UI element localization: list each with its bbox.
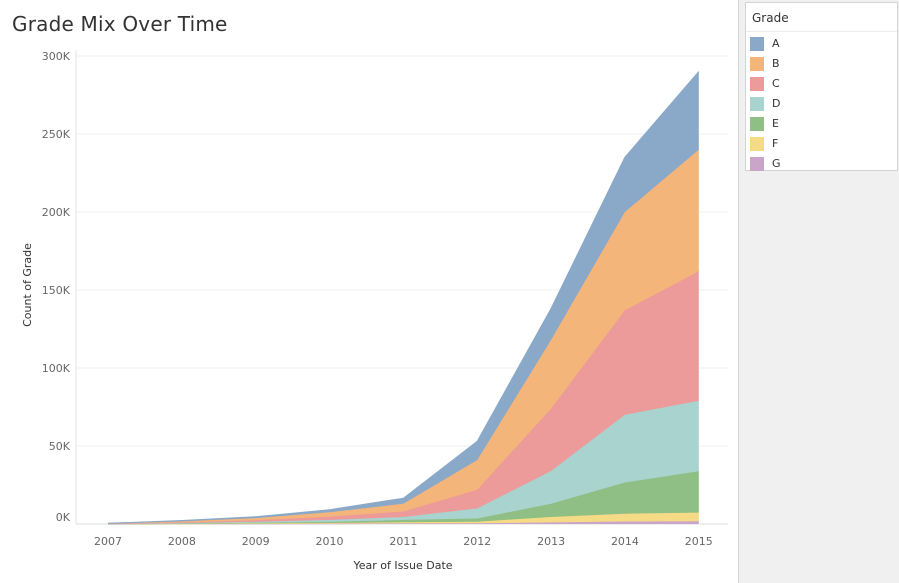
x-axis-title: Year of Issue Date — [352, 559, 452, 572]
legend-swatch — [750, 37, 764, 51]
legend-item-e[interactable]: E — [750, 115, 894, 135]
x-tick-label: 2009 — [242, 535, 270, 548]
y-tick-label: 200K — [42, 206, 71, 219]
chart-title: Grade Mix Over Time — [12, 12, 228, 36]
y-tick-label: 300K — [42, 50, 71, 63]
area-series-b[interactable] — [108, 149, 699, 524]
legend-label: C — [772, 77, 780, 90]
legend-item-c[interactable]: C — [750, 75, 894, 95]
x-tick-label: 2013 — [537, 535, 565, 548]
area-series-c[interactable] — [108, 271, 699, 524]
legend-label: G — [772, 157, 781, 170]
x-tick-label: 2010 — [316, 535, 344, 548]
legend-swatch — [750, 57, 764, 71]
stacked-areas — [107, 71, 700, 525]
area-series-e[interactable] — [108, 471, 699, 524]
x-tick-label: 2012 — [463, 535, 491, 548]
y-tick-label: 0K — [56, 511, 71, 524]
area-series-f[interactable] — [108, 512, 699, 524]
legend-label: D — [772, 97, 781, 110]
x-tick-label: 2015 — [685, 535, 713, 548]
area-series-g[interactable] — [108, 521, 699, 524]
legend-swatch — [750, 77, 764, 91]
legend-label: B — [772, 57, 780, 70]
y-tick-label: 100K — [42, 362, 71, 375]
legend-swatch — [750, 137, 764, 151]
legend-item-a[interactable]: A — [750, 35, 894, 55]
legend-label: E — [772, 117, 779, 130]
y-tick-label: 50K — [49, 440, 71, 453]
legend-item-d[interactable]: D — [750, 95, 894, 115]
x-tick-label: 2008 — [168, 535, 196, 548]
x-tick-label: 2014 — [611, 535, 639, 548]
legend-swatch — [750, 97, 764, 111]
area-edge-a — [107, 71, 700, 524]
legend-swatch — [750, 117, 764, 131]
legend-item-g[interactable]: G — [750, 155, 894, 175]
x-tick-label: 2007 — [94, 535, 122, 548]
y-tick-label: 150K — [42, 284, 71, 297]
y-axis-ticks: 0K 50K 100K 150K 200K 250K 300K — [42, 50, 71, 524]
legend-divider — [746, 31, 897, 32]
legend-title: Grade — [752, 11, 789, 25]
legend-item-f[interactable]: F — [750, 135, 894, 155]
y-tick-label: 250K — [42, 128, 71, 141]
legend-item-b[interactable]: B — [750, 55, 894, 75]
area-series-d[interactable] — [108, 400, 699, 524]
legend-label: F — [772, 137, 779, 150]
legend-label: A — [772, 37, 780, 50]
legend-swatch — [750, 157, 764, 171]
x-axis-ticks: 2007 2008 2009 2010 2011 2012 2013 2014 2015 — [94, 535, 713, 548]
y-axis-title: Count of Grade — [21, 243, 34, 327]
x-tick-label: 2011 — [389, 535, 417, 548]
